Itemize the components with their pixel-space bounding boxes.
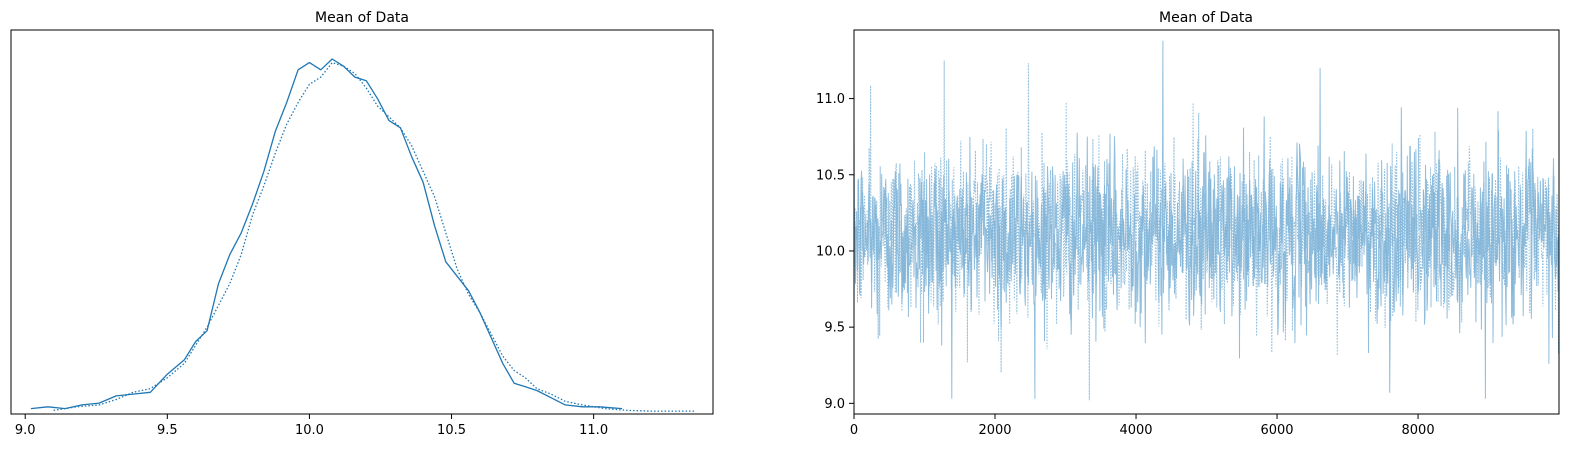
trace-panel: Mean of Data 0 2000 4000 6000 8000 9.0 9.5 10.…	[816, 10, 1560, 438]
kde-x-tick-label: 9.0	[15, 423, 36, 438]
trace-x-tick-label: 6000	[1260, 423, 1293, 438]
trace-x-tick-label: 8000	[1402, 423, 1435, 438]
trace-x-tick-label: 2000	[978, 423, 1011, 438]
kde-panel: Mean of Data 9.0 9.5 10.0 10.5 11.0	[10, 10, 714, 438]
kde-x-tick-label: 10.0	[295, 423, 324, 438]
kde-series-0	[30, 58, 623, 410]
kde-x-axis: 9.0 9.5 10.0 10.5 11.0	[15, 414, 608, 438]
trace-y-axis: 9.0 9.5 10.0 10.5 11.0	[816, 92, 854, 412]
kde-plot-area	[30, 58, 696, 412]
kde-x-tick-label: 9.5	[157, 423, 178, 438]
trace-y-tick-label: 9.5	[824, 321, 845, 336]
kde-x-tick-label: 11.0	[579, 423, 608, 438]
trace-x-tick-label: 4000	[1119, 423, 1152, 438]
kde-series-1	[53, 61, 696, 412]
kde-title: Mean of Data	[315, 10, 409, 26]
trace-title: Mean of Data	[1159, 10, 1253, 26]
trace-axes-frame	[853, 29, 1560, 415]
trace-y-tick-label: 9.0	[824, 397, 845, 412]
trace-y-tick-label: 10.0	[816, 244, 845, 259]
trace-series-0	[854, 40, 1559, 399]
kde-x-tick-label: 10.5	[437, 423, 466, 438]
trace-x-axis: 0 2000 4000 6000 8000	[850, 414, 1435, 438]
trace-x-tick-label: 0	[850, 423, 858, 438]
trace-series-1	[854, 60, 1559, 401]
trace-y-tick-label: 11.0	[816, 92, 845, 107]
trace-plot-area	[854, 40, 1559, 401]
trace-y-tick-label: 10.5	[816, 168, 845, 183]
kde-axes-frame	[10, 29, 714, 415]
